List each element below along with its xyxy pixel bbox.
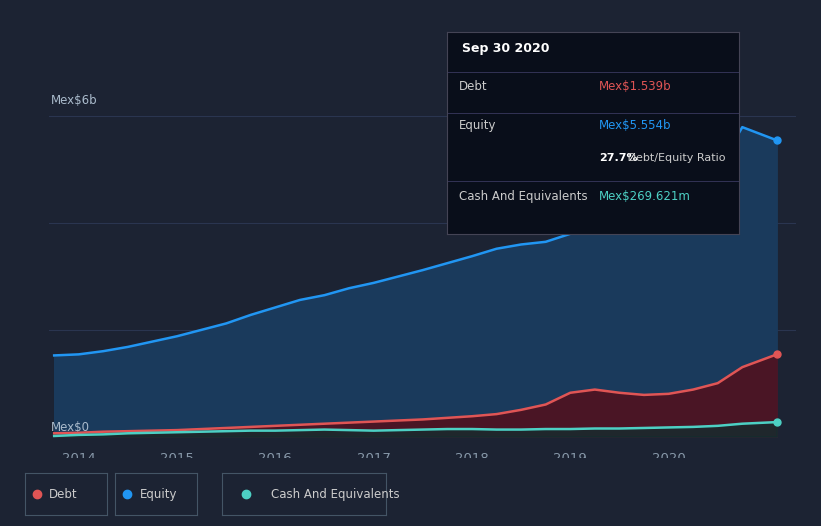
Text: Debt: Debt bbox=[49, 488, 78, 501]
Text: Mex$6b: Mex$6b bbox=[51, 94, 98, 107]
Text: Sep 30 2020: Sep 30 2020 bbox=[462, 42, 549, 55]
Text: Cash And Equivalents: Cash And Equivalents bbox=[271, 488, 400, 501]
Text: Mex$5.554b: Mex$5.554b bbox=[599, 119, 672, 132]
Text: Mex$269.621m: Mex$269.621m bbox=[599, 189, 691, 203]
Text: Equity: Equity bbox=[459, 119, 497, 132]
Text: Cash And Equivalents: Cash And Equivalents bbox=[459, 189, 588, 203]
Text: Mex$1.539b: Mex$1.539b bbox=[599, 80, 672, 93]
Text: Debt/Equity Ratio: Debt/Equity Ratio bbox=[624, 153, 725, 163]
Text: Mex$0: Mex$0 bbox=[51, 421, 90, 434]
Text: Debt: Debt bbox=[459, 80, 488, 93]
Text: Equity: Equity bbox=[140, 488, 177, 501]
Text: 27.7%: 27.7% bbox=[599, 153, 638, 163]
